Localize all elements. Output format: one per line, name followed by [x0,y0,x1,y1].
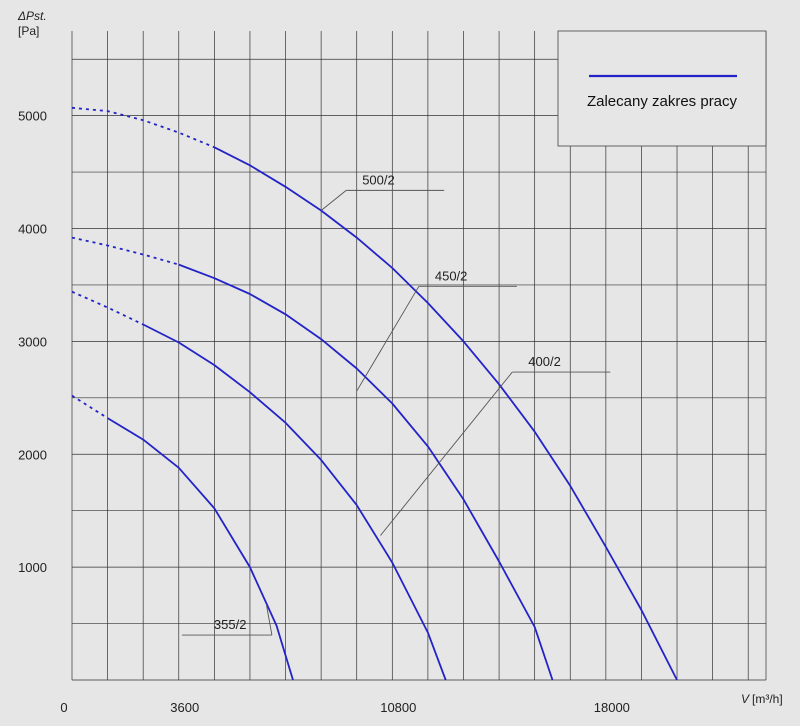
legend-box [557,30,767,147]
curve-450-2-dashed [71,236,180,266]
x-tick-label: 18000 [594,700,630,715]
curve-label-450-2: 450/2 [435,268,468,283]
curve-355-2-dashed [71,394,109,419]
y-tick-label: 5000 [18,109,47,124]
y-tick-label: 1000 [18,560,47,575]
y-axis-title: ΔPst. [17,9,47,23]
x-axis-unit: [m³/h] [752,692,783,706]
curve-400-2-solid [142,323,447,681]
curve-labels: 500/2 450/2 400/2 355/2 [181,172,611,636]
curve-355-2-solid [107,417,294,681]
ticks: 1000 2000 3000 4000 5000 0 3600 10800 18000 [18,109,630,715]
legend: Zalecany zakres pracy [557,30,767,147]
leader-line-500-2 [320,190,347,211]
leader-line-400-2 [380,371,513,536]
axis-titles: ΔPst. [Pa] V [m³/h] [17,9,783,706]
legend-entry-label: Zalecany zakres pracy [587,93,738,110]
curve-500-2-dashed [71,106,215,149]
y-tick-label: 2000 [18,447,47,462]
leader-line-355-2 [266,605,273,636]
curve-label-355-2: 355/2 [214,617,247,632]
curve-450-2-solid [178,263,554,681]
leader-line-450-2 [356,286,420,392]
y-tick-label: 4000 [18,222,47,237]
y-axis-unit: [Pa] [18,24,39,38]
curve-label-400-2: 400/2 [528,354,561,369]
x-tick-label: 0 [60,700,67,715]
y-tick-label: 3000 [18,334,47,349]
curve-label-500-2: 500/2 [362,172,395,187]
x-tick-label: 10800 [380,700,416,715]
curves [71,106,678,681]
curve-500-2-solid [213,146,678,681]
x-tick-label: 3600 [170,700,199,715]
grid [71,31,767,681]
x-axis-title: V [741,692,750,706]
curve-400-2-dashed [71,290,144,326]
